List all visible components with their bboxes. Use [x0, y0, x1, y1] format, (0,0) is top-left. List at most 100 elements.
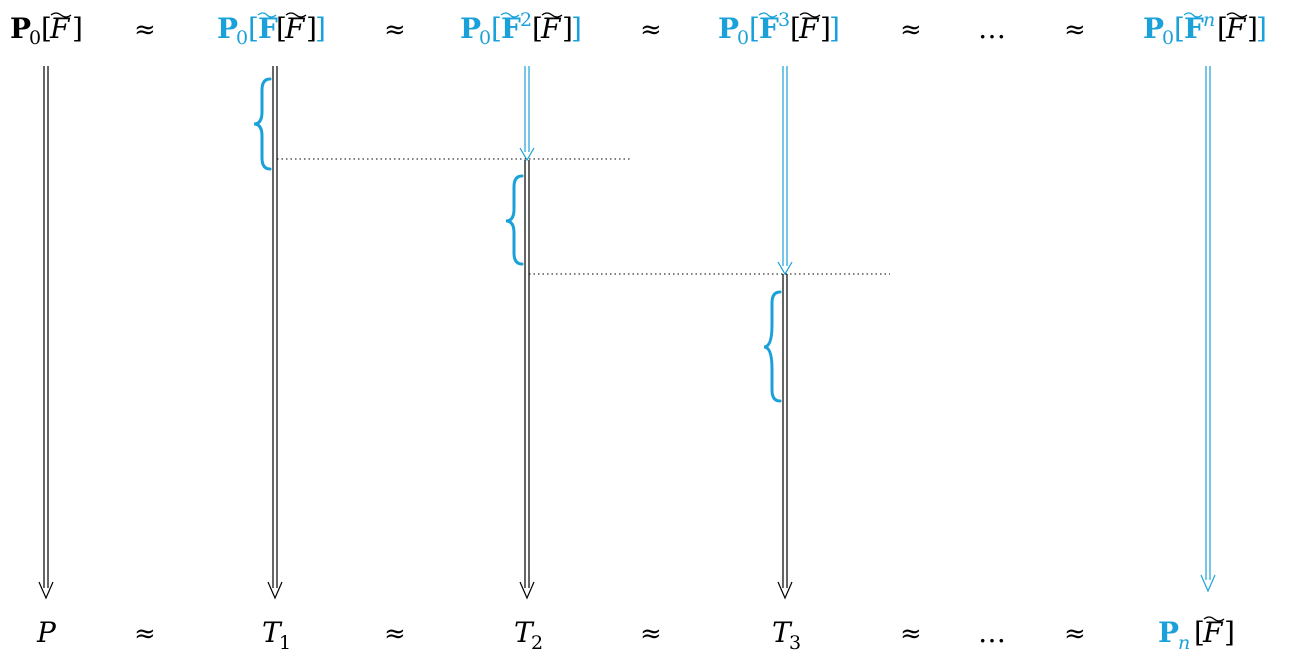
dotted-connectors [277, 158, 890, 275]
top-term-2-lb1: [ [491, 12, 502, 45]
brace-1 [253, 77, 272, 171]
top-term-5-lb2: [ [1217, 12, 1228, 45]
bottom-term-1-sub: 1 [279, 632, 291, 654]
brace-2 [505, 174, 524, 266]
top-term-1-lb2: [ [276, 12, 287, 45]
top-approx-2: ≈ [384, 15, 406, 45]
top-term-5-sub: 0 [1162, 27, 1174, 49]
top-term-0-f: F [49, 12, 71, 45]
top-term-3-rb2: ] [820, 12, 831, 45]
top-term-1-lb1: [ [248, 12, 259, 45]
top-term-0-tilde [50, 12, 72, 18]
bottom-term-3: T 3 [772, 616, 801, 654]
arrow-col-0 [38, 66, 54, 600]
arrow-col-3-black [777, 274, 793, 600]
bottom-term-5-f: F [1202, 616, 1224, 649]
bottom-term-3-sub: 3 [789, 632, 801, 654]
arrow-col-3-cyan [777, 66, 793, 276]
bottom-term-2-sub: 2 [531, 632, 543, 654]
top-term-5-power: n [1203, 9, 1215, 31]
bottom-term-5-rb: ] [1224, 616, 1235, 649]
top-term-2-rb1: ] [571, 12, 582, 45]
top-term-1-F: F [258, 12, 278, 45]
top-term-2-rb2: ] [562, 12, 573, 45]
bottom-term-3-main: T [772, 616, 793, 649]
top-term-0-rbracket: ] [72, 12, 83, 45]
top-term-2-F: F [501, 12, 521, 45]
top-term-3-f: F [798, 12, 820, 45]
top-term-1-sub: 0 [236, 27, 248, 49]
top-term-0: P 0 [ F ] [10, 12, 83, 49]
bottom-term-5-main: P [1158, 616, 1179, 649]
top-term-1-tilde [285, 12, 307, 18]
top-term-3-p: P [718, 12, 739, 45]
top-approx-4: ≈ [900, 15, 922, 45]
top-term-3-tilde [799, 12, 821, 18]
bottom-term-0-main: P [36, 616, 57, 649]
top-term-0-lbracket: [ [41, 12, 52, 45]
bottom-approx-2: ≈ [384, 619, 406, 649]
top-term-2-p: P [460, 12, 481, 45]
top-term-3-F: F [759, 12, 779, 45]
top-term-0-sub: 0 [29, 27, 41, 49]
top-term-5-rb2: ] [1247, 12, 1258, 45]
bottom-approx-5: ≈ [1064, 619, 1086, 649]
top-term-5: P 0 [ F n [ F ] ] [1143, 9, 1267, 49]
bottom-term-5-sub: n [1178, 632, 1190, 654]
top-term-2-power: 2 [520, 9, 532, 31]
top-term-1-p: P [217, 12, 238, 45]
bottom-term-2-main: T [514, 616, 535, 649]
brace-3 [763, 290, 782, 403]
top-term-2: P 0 [ F 2 [ F ] ] [460, 9, 582, 49]
top-term-5-tilde [1226, 12, 1248, 18]
bottom-ellipsis: … [978, 616, 1006, 649]
bottom-term-1: T 1 [262, 616, 291, 654]
top-term-3-lb2: [ [790, 12, 801, 45]
bottom-term-5-tilde [1203, 616, 1225, 622]
top-term-5-tilde-bold [1183, 12, 1203, 18]
top-ellipsis: … [978, 12, 1006, 45]
vertical-arrows [38, 66, 1216, 600]
bottom-term-1-main: T [262, 616, 283, 649]
top-term-3: P 0 [ F 3 [ F ] ] [718, 9, 840, 49]
bottom-approx-1: ≈ [134, 619, 156, 649]
top-row: P 0 [ F ] ≈ P 0 [ F [ F ] ] ≈ P 0 [ F [10, 9, 1267, 49]
arrow-col-1 [267, 66, 283, 600]
top-term-2-sub: 0 [479, 27, 491, 49]
top-term-2-tilde [541, 12, 563, 18]
top-term-1-rb1: ] [315, 12, 326, 45]
top-term-5-p: P [1143, 12, 1164, 45]
bottom-row: P ≈ T 1 ≈ T 2 ≈ T 3 ≈ … ≈ P n [ F ] [36, 616, 1235, 654]
top-term-1-rb2: ] [306, 12, 317, 45]
top-approx-5: ≈ [1064, 15, 1086, 45]
bottom-approx-3: ≈ [640, 619, 662, 649]
top-term-2-lb2: [ [532, 12, 543, 45]
top-term-3-tilde-bold [758, 12, 778, 18]
bottom-term-5: P n [ F ] [1158, 616, 1235, 654]
top-term-0-p: P [10, 12, 31, 45]
top-term-3-lb1: [ [749, 12, 760, 45]
arrow-col-2-black [519, 160, 535, 600]
arrow-col-2-cyan [519, 66, 535, 162]
top-term-5-f: F [1225, 12, 1247, 45]
bottom-approx-4: ≈ [900, 619, 922, 649]
bottom-term-5-lb: [ [1194, 616, 1205, 649]
top-term-1-f: F [284, 12, 306, 45]
braces [253, 77, 782, 403]
top-term-3-rb1: ] [829, 12, 840, 45]
arrow-col-5 [1200, 66, 1216, 593]
top-term-5-rb1: ] [1256, 12, 1267, 45]
top-term-5-lb1: [ [1174, 12, 1185, 45]
top-term-1-tilde-bold [257, 12, 277, 18]
bottom-term-2: T 2 [514, 616, 543, 654]
bottom-term-0: P [36, 616, 57, 649]
top-approx-1: ≈ [134, 15, 156, 45]
top-term-3-power: 3 [778, 9, 790, 31]
top-term-2-f: F [540, 12, 562, 45]
top-approx-3: ≈ [640, 15, 662, 45]
top-term-3-sub: 0 [737, 27, 749, 49]
top-term-2-tilde-bold [500, 12, 520, 18]
top-term-5-F: F [1184, 12, 1204, 45]
top-term-1: P 0 [ F [ F ] ] [217, 12, 326, 49]
